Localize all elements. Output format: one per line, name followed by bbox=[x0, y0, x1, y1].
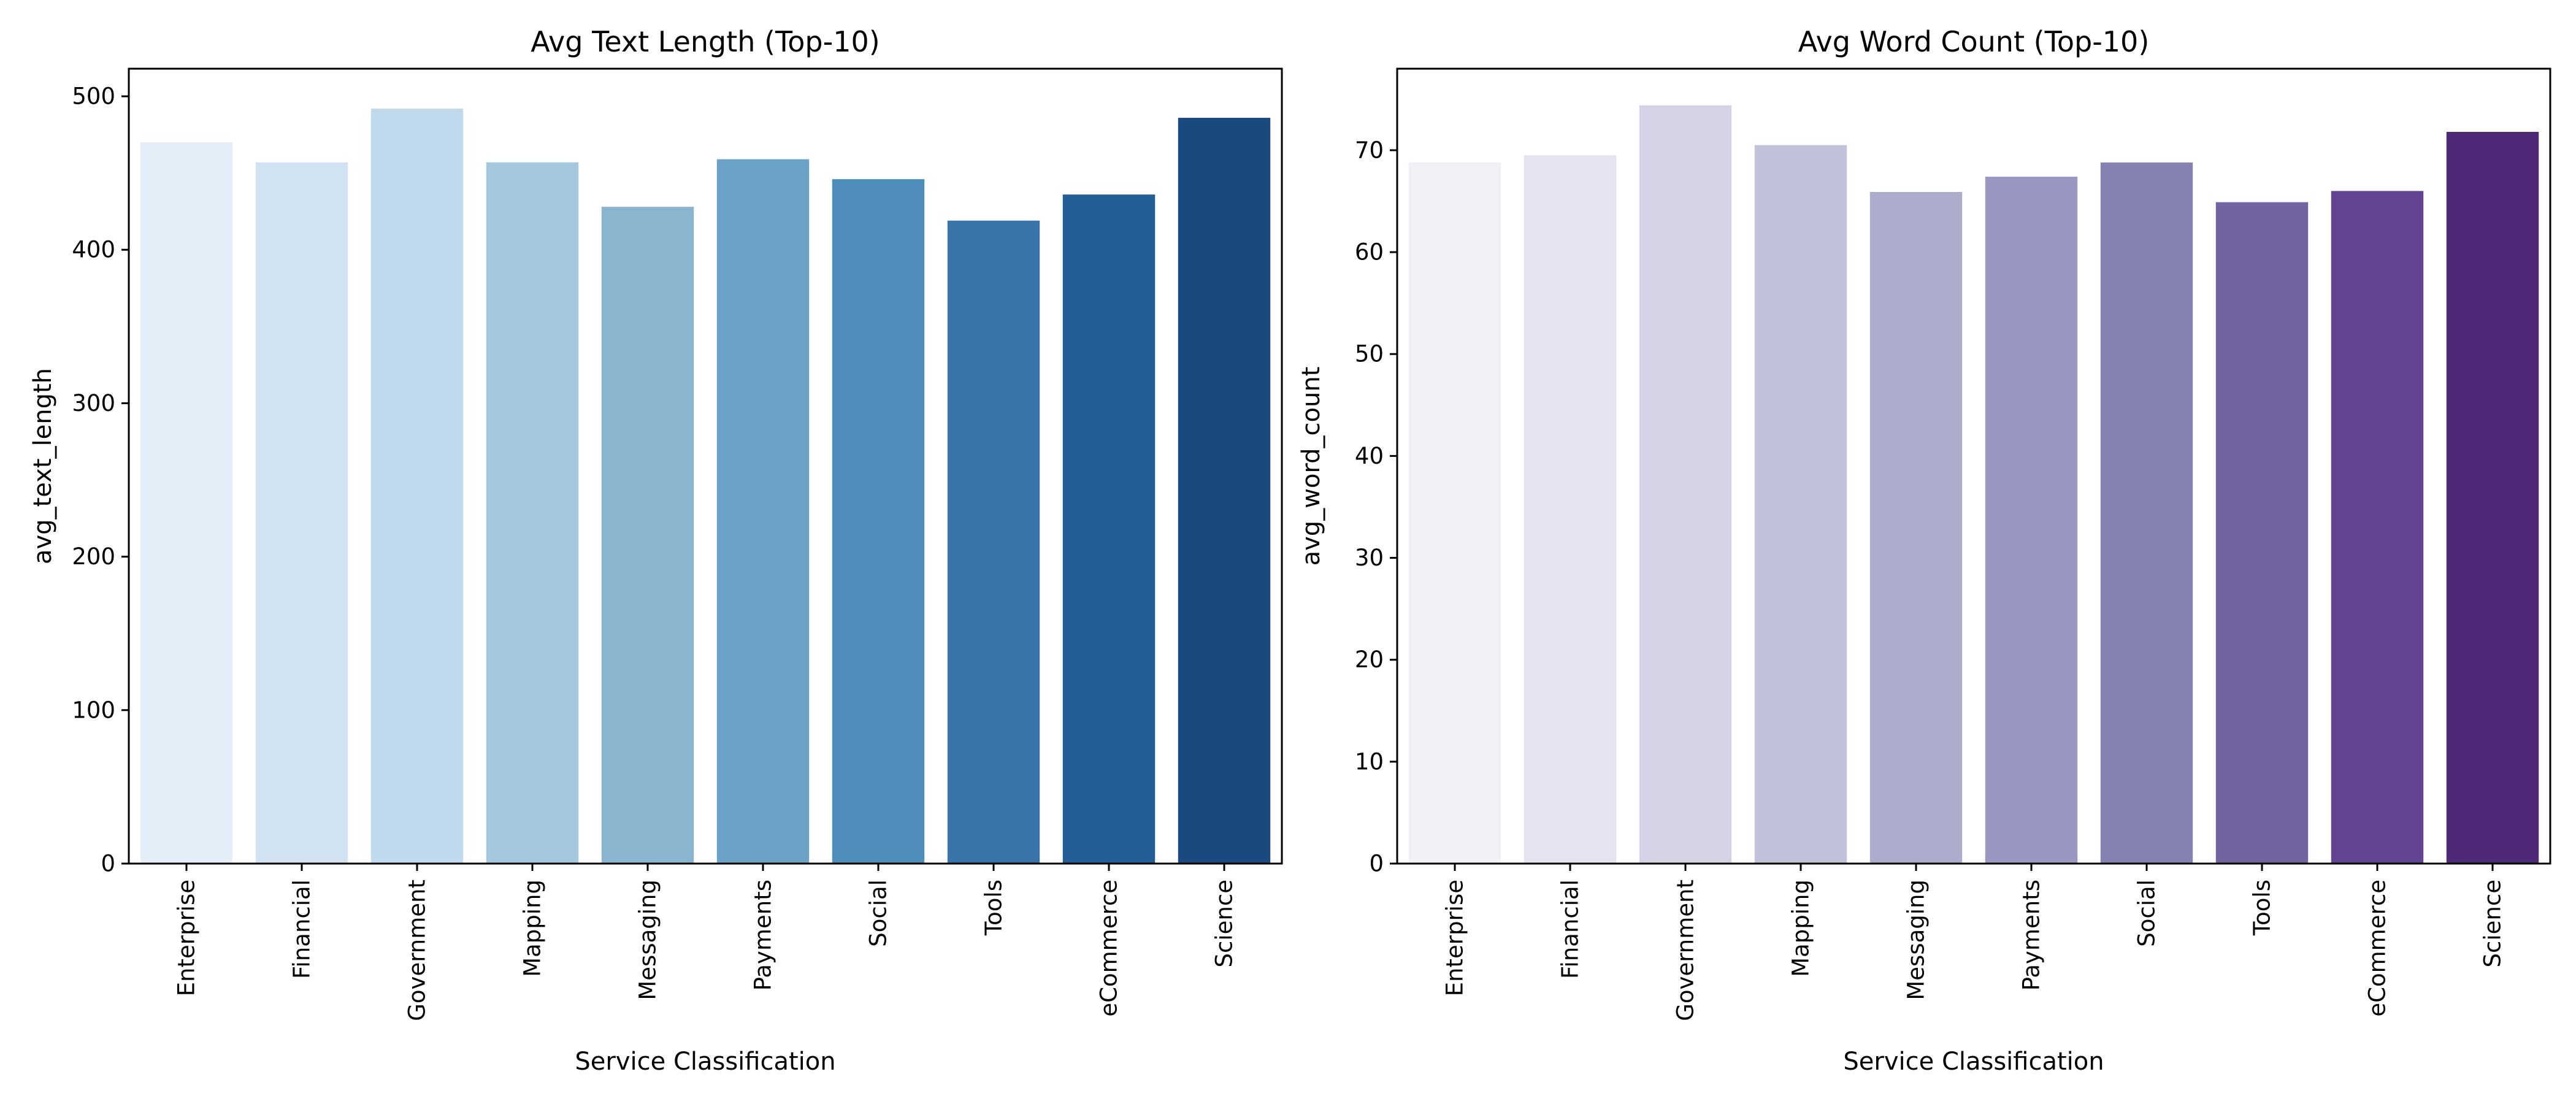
x-tick-label-social: Social bbox=[865, 880, 892, 947]
x-tick-label-tools: Tools bbox=[981, 880, 1007, 936]
y-tick-label: 60 bbox=[1355, 239, 1384, 266]
x-tick-label-enterprise: Enterprise bbox=[1442, 880, 1468, 996]
plot-frame bbox=[1396, 67, 2551, 865]
y-tick-label: 20 bbox=[1355, 646, 1384, 673]
y-tick-label: 30 bbox=[1355, 545, 1384, 571]
bar-payments bbox=[1985, 177, 2078, 864]
x-axis-label: Service Classification bbox=[575, 1048, 835, 1076]
x-tick-label-enterprise: Enterprise bbox=[174, 880, 200, 996]
bar-messaging bbox=[601, 207, 694, 864]
bar-science bbox=[1178, 118, 1271, 864]
x-tick-label-science: Science bbox=[1211, 880, 1238, 967]
y-tick-label: 200 bbox=[72, 543, 115, 570]
y-tick-label: 0 bbox=[1369, 851, 1384, 877]
y-tick-label: 0 bbox=[101, 851, 115, 877]
y-tick-label: 10 bbox=[1355, 748, 1384, 775]
x-tick-label-messaging: Messaging bbox=[635, 880, 661, 1000]
x-tick-label-social: Social bbox=[2134, 880, 2160, 947]
y-tick-label: 500 bbox=[72, 83, 115, 110]
bar-ecommerce bbox=[2331, 191, 2424, 864]
x-tick-label-payments: Payments bbox=[750, 880, 776, 991]
x-tick-label-financial: Financial bbox=[289, 880, 315, 979]
x-tick-label-mapping: Mapping bbox=[519, 880, 546, 977]
x-tick-label-payments: Payments bbox=[2018, 880, 2045, 991]
y-axis-label: avg_text_length bbox=[29, 368, 57, 564]
plot-frame bbox=[128, 67, 1283, 865]
x-tick-label-messaging: Messaging bbox=[1903, 880, 1930, 1000]
y-tick-label: 70 bbox=[1355, 137, 1384, 163]
bar-tools bbox=[2215, 202, 2309, 864]
x-tick-label-financial: Financial bbox=[1557, 880, 1584, 979]
y-tick-label: 50 bbox=[1355, 341, 1384, 367]
bar-social bbox=[2100, 162, 2193, 864]
bar-mapping bbox=[486, 162, 579, 864]
y-axis-label: avg_word_count bbox=[1297, 367, 1325, 566]
x-tick-label-government: Government bbox=[404, 880, 431, 1021]
bar-financial bbox=[255, 162, 348, 864]
bar-social bbox=[832, 179, 925, 864]
bar-payments bbox=[716, 159, 810, 864]
x-tick-label-mapping: Mapping bbox=[1788, 880, 1814, 977]
x-tick-label-ecommerce: eCommerce bbox=[1096, 880, 1122, 1017]
y-tick-label: 40 bbox=[1355, 443, 1384, 469]
chart-title: Avg Text Length (Top-10) bbox=[531, 25, 880, 58]
y-tick-label: 300 bbox=[72, 390, 115, 416]
bar-science bbox=[2446, 132, 2539, 864]
bar-messaging bbox=[1869, 192, 1963, 864]
chart-title: Avg Word Count (Top-10) bbox=[1798, 25, 2150, 58]
bar-ecommerce bbox=[1062, 194, 1156, 864]
bar-tools bbox=[947, 220, 1040, 864]
bar-government bbox=[370, 109, 464, 864]
x-tick-label-tools: Tools bbox=[2249, 880, 2275, 936]
x-tick-label-science: Science bbox=[2480, 880, 2506, 967]
bar-government bbox=[1639, 105, 1732, 864]
x-tick-label-government: Government bbox=[1673, 880, 1699, 1021]
x-axis-label: Service Classification bbox=[1843, 1048, 2104, 1076]
y-tick-label: 100 bbox=[72, 697, 115, 723]
bar-financial bbox=[1524, 155, 1617, 864]
x-tick-label-ecommerce: eCommerce bbox=[2364, 880, 2391, 1017]
bar-enterprise bbox=[140, 142, 233, 864]
bar-enterprise bbox=[1408, 162, 1501, 864]
chart-panel-2: 0 10 20 30 40 50 60 70 Enterprise Financial Govern… bbox=[1297, 25, 2551, 1076]
y-tick-label: 400 bbox=[72, 237, 115, 263]
bar-mapping bbox=[1754, 145, 1847, 864]
chart-panel-1: 0 100 200 300 400 500 Enterprise Financial Gover… bbox=[29, 25, 1283, 1076]
